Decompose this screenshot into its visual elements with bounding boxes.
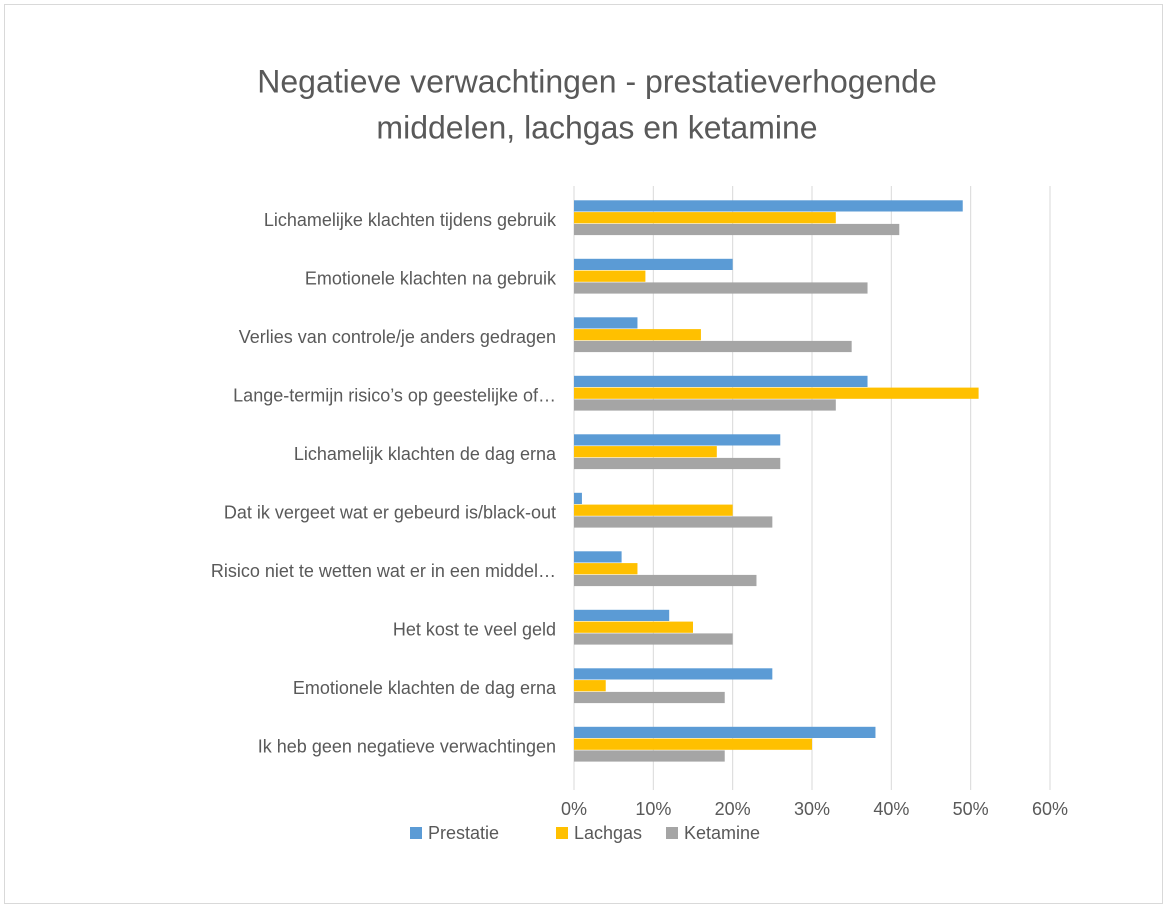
chart-title: Negatieve verwachtingen - prestatieverho…	[257, 63, 937, 99]
legend-swatch	[556, 827, 568, 839]
bar	[574, 223, 900, 236]
bar	[574, 212, 836, 224]
bar	[574, 340, 852, 353]
bar	[574, 738, 812, 750]
legend-swatch	[410, 827, 422, 839]
bar	[574, 691, 725, 704]
legend-label: Ketamine	[684, 823, 760, 843]
y-tick-label: Emotionele klachten na gebruik	[305, 268, 557, 288]
x-tick-label: 30%	[794, 799, 830, 819]
chart-title: middelen, lachgas en ketamine	[376, 109, 817, 145]
bar	[574, 750, 725, 762]
bar	[574, 680, 606, 692]
y-tick-label: Emotionele klachten de dag erna	[293, 678, 557, 698]
legend-label: Prestatie	[428, 823, 499, 843]
bar	[574, 258, 733, 270]
y-tick-label: Dat ik vergeet wat er gebeurd is/black-o…	[224, 502, 556, 522]
x-tick-label: 50%	[953, 799, 989, 819]
bar	[574, 492, 582, 504]
y-tick-label: Ik heb geen negatieve verwachtingen	[258, 736, 556, 756]
y-tick-label: Lichamelijke klachten tijdens gebruik	[264, 210, 557, 230]
bar	[574, 551, 622, 563]
bar	[574, 516, 773, 528]
y-tick-label: Lichamelijk klachten de dag erna	[294, 444, 557, 464]
bar	[574, 668, 773, 680]
legend-swatch	[666, 827, 678, 839]
bar	[574, 574, 757, 587]
x-tick-label: 20%	[715, 799, 751, 819]
x-tick-label: 60%	[1032, 799, 1068, 819]
bar	[574, 609, 670, 621]
y-tick-label: Het kost te veel geld	[393, 619, 556, 639]
bar	[574, 434, 781, 446]
bar	[574, 282, 868, 294]
bar	[574, 457, 781, 470]
bar	[574, 375, 868, 387]
bar	[574, 329, 701, 341]
y-tick-label: Verlies van controle/je anders gedragen	[239, 327, 556, 347]
x-tick-label: 0%	[561, 799, 587, 819]
bar	[574, 270, 646, 282]
y-tick-label: Lange-termijn risico’s op geestelijke of…	[233, 385, 556, 405]
bar	[574, 446, 717, 458]
x-tick-label: 10%	[635, 799, 671, 819]
bar	[574, 621, 693, 633]
bar	[574, 726, 876, 738]
bar	[574, 317, 638, 329]
bar	[574, 399, 836, 411]
bar	[574, 504, 733, 516]
x-tick-label: 40%	[873, 799, 909, 819]
bar	[574, 200, 963, 212]
y-tick-label: Risico niet te wetten wat er in een midd…	[211, 561, 556, 581]
bar	[574, 387, 979, 399]
bar	[574, 563, 638, 575]
legend-label: Lachgas	[574, 823, 642, 843]
bar	[574, 633, 733, 645]
